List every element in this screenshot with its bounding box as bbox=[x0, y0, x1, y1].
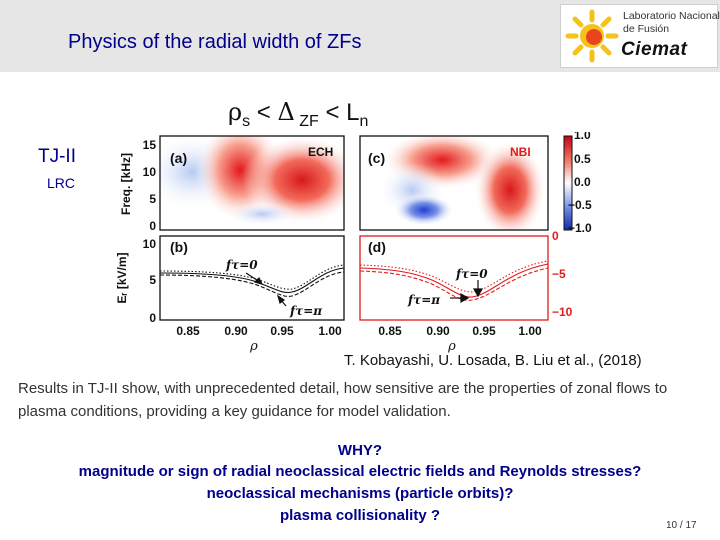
ciemat-logo: Laboratorio Nacional de Fusión Ciemat bbox=[560, 4, 720, 68]
bottom-ytick-right: −10 bbox=[552, 305, 573, 319]
xtick: 0.85 bbox=[378, 324, 402, 338]
xtick: 0.85 bbox=[176, 324, 200, 338]
question-mechanisms: neoclassical mechanisms (particle orbits… bbox=[206, 485, 514, 502]
panel-b-annotation-1: fτ=0 bbox=[225, 258, 258, 272]
formula-lt-1: < bbox=[250, 99, 278, 126]
question-collisionality: plasma collisionality ? bbox=[279, 507, 441, 524]
panel-d-annotation-2: fτ=π bbox=[407, 293, 440, 307]
top-ytick: 15 bbox=[143, 138, 157, 152]
scale-formula: ρs < Δ ZF < Ln bbox=[228, 98, 368, 131]
formula-rho: ρ bbox=[228, 98, 243, 126]
colorbar bbox=[563, 135, 573, 231]
citation: T. Kobayashi, U. Losada, B. Liu et al., … bbox=[344, 352, 642, 369]
xtick: 0.95 bbox=[270, 324, 294, 338]
colorbar-tick: 1.0 bbox=[574, 132, 591, 142]
xlabel-left: ρ bbox=[249, 339, 258, 354]
bottom-ytick-left: 10 bbox=[143, 237, 157, 251]
device-label: TJ-II bbox=[38, 146, 76, 167]
colorbar-tick: 0.0 bbox=[574, 175, 591, 189]
bottom-ylabel: Eᵣ [kV/m] bbox=[115, 252, 129, 303]
top-ylabel: Freq. [kHz] bbox=[119, 153, 133, 215]
logo-brand: Ciemat bbox=[621, 39, 688, 60]
panel-b-annotation-2: fτ=π bbox=[289, 304, 322, 318]
panel-b-curves bbox=[159, 264, 345, 297]
colorbar-tick: 0.5 bbox=[574, 152, 591, 166]
panel-d-annotation-1: fτ=0 bbox=[455, 267, 488, 281]
bottom-ytick-left: 5 bbox=[149, 273, 156, 287]
slide-title: Physics of the radial width of ZFs bbox=[68, 31, 362, 53]
sun-logo-icon bbox=[565, 9, 619, 63]
formula-s: s bbox=[242, 112, 251, 130]
formula-delta: Δ bbox=[277, 98, 295, 126]
panel-a-label: (a) bbox=[170, 150, 187, 166]
bottom-ytick-right: −5 bbox=[552, 267, 566, 281]
panel-c-tag: NBI bbox=[510, 145, 531, 159]
top-ytick: 5 bbox=[149, 192, 156, 206]
panel-a-tag: ECH bbox=[308, 145, 333, 159]
bottom-ytick-right: 0 bbox=[552, 229, 559, 243]
panel-d-curves bbox=[359, 260, 549, 301]
panel-c-label: (c) bbox=[368, 150, 385, 166]
panel-d-arrows bbox=[450, 280, 484, 304]
question-why: WHY? bbox=[337, 442, 383, 459]
device-sublabel: LRC bbox=[47, 175, 76, 191]
formula-zf: ZF bbox=[294, 112, 319, 130]
panel-d-frame bbox=[359, 235, 549, 321]
panel-b-arrows bbox=[245, 272, 287, 307]
panel-c-heatmap bbox=[360, 136, 548, 230]
formula-lt-2: < L bbox=[318, 99, 360, 126]
xlabel-right: ρ bbox=[447, 339, 456, 354]
page-number: 10 / 17 bbox=[666, 520, 697, 531]
colorbar-tick: −0.5 bbox=[568, 198, 592, 212]
logo-line-2: de Fusión bbox=[623, 23, 670, 35]
xtick: 1.00 bbox=[518, 324, 542, 338]
colorbar-tick: −1.0 bbox=[568, 221, 592, 235]
results-figure: (a) ECH (c) NBI Freq. [kHz] 15 10 5 0 1.… bbox=[115, 132, 592, 354]
top-ytick: 10 bbox=[143, 165, 157, 179]
xtick: 0.90 bbox=[426, 324, 450, 338]
top-ytick: 0 bbox=[149, 219, 156, 233]
question-fields: magnitude or sign of radial neoclassical… bbox=[78, 463, 642, 480]
header-bar: Physics of the radial width of ZFs Labor… bbox=[0, 0, 720, 72]
logo-line-1: Laboratorio Nacional bbox=[623, 10, 720, 22]
xtick: 0.95 bbox=[472, 324, 496, 338]
formula-n: n bbox=[359, 112, 369, 130]
panel-b-label: (b) bbox=[170, 239, 188, 255]
xtick: 1.00 bbox=[318, 324, 342, 338]
results-paragraph: Results in TJ-II show, with unprecedente… bbox=[18, 380, 668, 420]
bottom-ytick-left: 0 bbox=[149, 311, 156, 325]
panel-a-heatmap bbox=[160, 136, 344, 230]
panel-d-label: (d) bbox=[368, 239, 386, 255]
xtick: 0.90 bbox=[224, 324, 248, 338]
